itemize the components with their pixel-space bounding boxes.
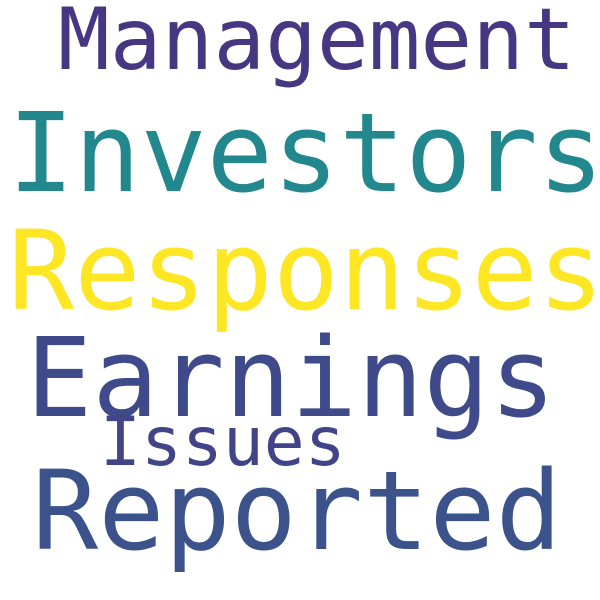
word-investors: Investors (8, 89, 600, 217)
word-earnings: Earnings (26, 314, 556, 442)
word-management: Management (58, 0, 576, 90)
word-issues: Issues (100, 403, 346, 482)
word-responses: Responses (8, 207, 600, 335)
word-reported: Reported (32, 447, 562, 575)
